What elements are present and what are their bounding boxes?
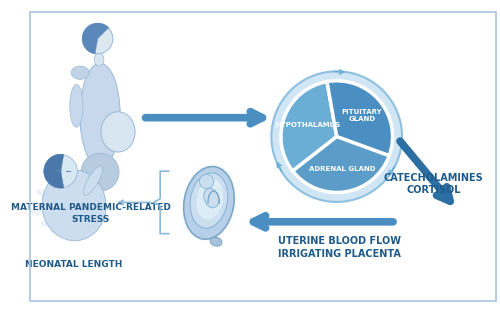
Text: NEONATAL LENGTH: NEONATAL LENGTH: [26, 260, 122, 269]
Ellipse shape: [32, 206, 60, 214]
Circle shape: [200, 174, 213, 189]
Ellipse shape: [210, 237, 222, 246]
Circle shape: [82, 23, 113, 54]
Ellipse shape: [84, 166, 102, 195]
Ellipse shape: [41, 220, 70, 228]
Ellipse shape: [184, 167, 234, 239]
Ellipse shape: [190, 173, 228, 228]
Wedge shape: [82, 23, 108, 54]
Text: ADRENAL GLAND: ADRENAL GLAND: [308, 166, 375, 172]
Text: HYPOTHALAMUS: HYPOTHALAMUS: [275, 122, 340, 128]
Wedge shape: [44, 154, 64, 188]
Ellipse shape: [204, 188, 219, 208]
Text: CATECHOLAMINES
CORTISOL: CATECHOLAMINES CORTISOL: [384, 173, 484, 195]
Wedge shape: [281, 82, 336, 171]
Text: MATERNAL PANDEMIC-RELATED
STRESS: MATERNAL PANDEMIC-RELATED STRESS: [10, 203, 170, 224]
Circle shape: [272, 71, 402, 202]
Wedge shape: [292, 136, 389, 192]
Ellipse shape: [94, 53, 104, 66]
Ellipse shape: [196, 178, 223, 220]
Wedge shape: [327, 81, 392, 156]
Text: UTERINE BLOOD FLOW
IRRIGATING PLACENTA: UTERINE BLOOD FLOW IRRIGATING PLACENTA: [278, 236, 400, 259]
Circle shape: [280, 80, 394, 193]
Ellipse shape: [101, 112, 135, 152]
Ellipse shape: [42, 170, 106, 241]
Circle shape: [44, 155, 78, 188]
Text: PITUITARY
GLAND: PITUITARY GLAND: [342, 109, 382, 122]
Ellipse shape: [71, 66, 89, 80]
Ellipse shape: [37, 190, 64, 202]
Ellipse shape: [80, 63, 120, 167]
Ellipse shape: [81, 153, 119, 191]
Ellipse shape: [70, 85, 83, 127]
